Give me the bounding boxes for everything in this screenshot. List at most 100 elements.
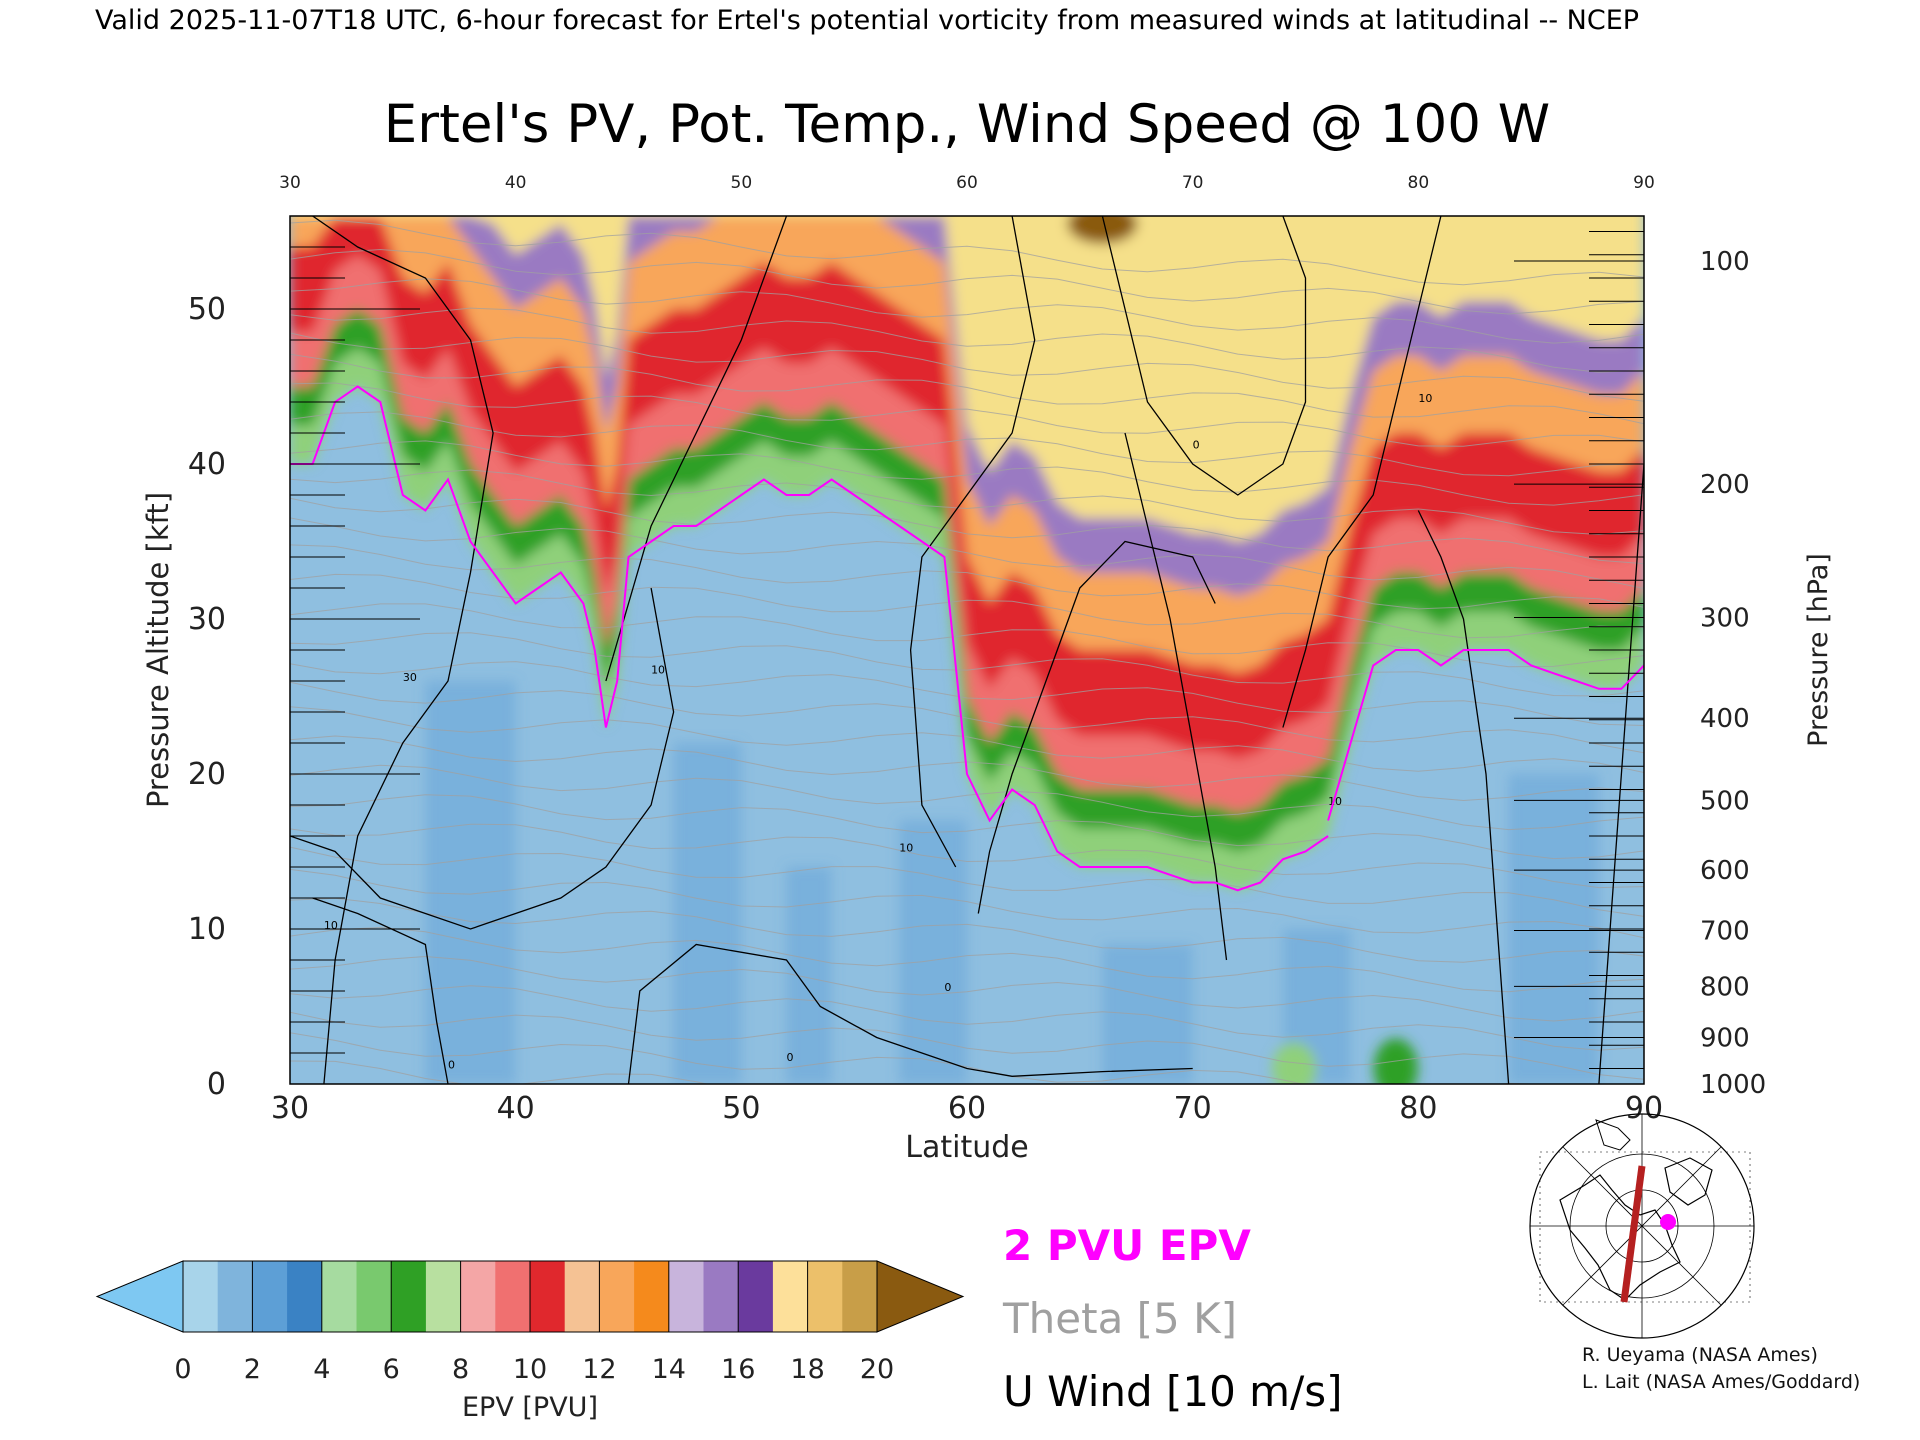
u-wind-line-9 (1417, 510, 1510, 1084)
theta-line-4 (290, 955, 1644, 1022)
x-tick-top-label-60: 60 (956, 173, 978, 193)
colorbar-label: EPV [PVU] (462, 1392, 598, 1423)
u-wind-label-4: 10 (651, 663, 665, 676)
colorbar-segment-16 (738, 1261, 774, 1332)
y-tick-label-30: 30 (188, 602, 226, 637)
u-wind-line-1 (312, 897, 449, 1084)
theta-line-22 (290, 469, 1644, 536)
theta-line-20 (290, 517, 1644, 589)
band-low-6 (1508, 774, 1599, 1084)
colorbar-tick-0: 0 (174, 1354, 191, 1385)
colorbar-segment-7 (425, 1261, 462, 1332)
inset-map (1529, 1113, 1755, 1339)
u-wind-line-6 (1101, 216, 1307, 496)
y-axis-right: 1000 900 800 700 600 500 400 300 200 100 (1514, 231, 1766, 1100)
band-surface-1 (1272, 1042, 1317, 1084)
u-wind-line-2 (627, 943, 1193, 1084)
u-wind-label-9: 10 (1418, 392, 1432, 405)
y-right-tick-label-800: 800 (1700, 972, 1750, 1002)
u-wind-line-11 (290, 587, 675, 930)
colorbar-segment-8 (460, 1261, 496, 1332)
colorbar-tick-14: 14 (652, 1354, 686, 1385)
u-wind-label-5: 30 (403, 671, 417, 684)
x-tick-label-50: 50 (722, 1091, 760, 1126)
x-tick-top-label-40: 40 (505, 173, 527, 193)
u-wind-label-7: 0 (1193, 439, 1200, 452)
x-axis-bottom: 30 40 50 60 70 80 90 (271, 1091, 1663, 1126)
theta-line-19 (290, 544, 1644, 610)
colorbar-segment-10 (530, 1261, 566, 1332)
band-top-brown (1067, 216, 1138, 244)
theta-line-25 (290, 382, 1644, 447)
theta-line-15 (290, 661, 1644, 726)
colorbar-segment-1 (217, 1261, 253, 1332)
colorbar-segment-11 (564, 1261, 600, 1332)
band-surface-2 (1373, 1038, 1418, 1084)
u-wind-line-8 (1282, 216, 1442, 728)
u-wind-line-4 (909, 216, 1036, 868)
theta-line-31 (290, 219, 1644, 286)
theta-line-5 (290, 926, 1644, 993)
y-right-tick-label-300: 300 (1700, 603, 1750, 633)
theta-line-1 (290, 1032, 1541, 1084)
theta-line-29 (290, 278, 1644, 344)
theta-line-23 (290, 440, 1644, 506)
colorbar-segment-12 (599, 1261, 635, 1332)
colorbar-tick-10: 10 (513, 1354, 547, 1385)
theta-line-13 (290, 706, 1644, 773)
theta-line-21 (290, 497, 1644, 565)
colorbar-segment-14 (668, 1261, 704, 1332)
colorbar-tick-8: 8 (452, 1354, 469, 1385)
colorbar-segment-4 (321, 1261, 357, 1332)
y-right-tick-label-100: 100 (1700, 247, 1750, 277)
colorbar-over-arrow (876, 1260, 965, 1333)
colorbar-tick-6: 6 (383, 1354, 400, 1385)
band-low-4 (1102, 944, 1193, 1084)
colorbar-tick-20: 20 (860, 1354, 894, 1385)
colorbar-segment-15 (703, 1261, 739, 1332)
colorbar-segment-5 (356, 1261, 392, 1332)
u-wind-label-2: 0 (786, 1051, 793, 1064)
band-low-1 (673, 743, 742, 1084)
band-low-3 (899, 820, 967, 1084)
theta-line-8 (290, 846, 1644, 917)
theta-line-24 (290, 411, 1644, 477)
y-right-tick-label-600: 600 (1700, 856, 1750, 886)
x-tick-top-label-90: 90 (1633, 173, 1655, 193)
two-pvu-line-east (1327, 649, 1644, 821)
u-wind-label-6: 10 (899, 842, 913, 855)
theta-line-28 (290, 307, 1644, 373)
y-axis-left-label: Pressure Altitude [kft] (141, 492, 175, 808)
x-tick-label-80: 80 (1399, 1091, 1437, 1126)
u-wind-label-3: 0 (944, 981, 951, 994)
x-tick-label-40: 40 (497, 1091, 535, 1126)
plot-area: 10 0 0 0 10 30 10 0 10 10 (290, 216, 1644, 1084)
u-wind-line-0 (312, 216, 494, 1084)
x-tick-top-label-50: 50 (731, 173, 753, 193)
credits: R. Ueyama (NASA Ames) L. Lait (NASA Ames… (1582, 1342, 1860, 1396)
colorbar-tick-4: 4 (313, 1354, 330, 1385)
y-axis-left: 0 10 20 30 40 50 (188, 215, 420, 1102)
y-right-tick-label-700: 700 (1700, 917, 1750, 947)
two-pvu-line-west (290, 385, 1329, 892)
u-wind-line-5 (977, 540, 1216, 914)
theta-line-18 (290, 573, 1644, 639)
theta-line-6 (290, 897, 1644, 963)
theta-line-10 (290, 794, 1644, 860)
x-tick-top-label-80: 80 (1408, 173, 1430, 193)
valid-time-header: Valid 2025-11-07T18 UTC, 6-hour forecast… (95, 5, 1639, 36)
theta-line-14 (290, 681, 1644, 754)
credit-line-2: L. Lait (NASA Ames/Goddard) (1582, 1371, 1861, 1393)
y-tick-label-20: 20 (188, 757, 226, 792)
legend-pvu: 2 PVU EPV (1003, 1221, 1251, 1270)
theta-line-27 (290, 332, 1644, 402)
colorbar-segment-3 (287, 1261, 323, 1332)
theta-line-30 (290, 248, 1644, 315)
chart-title: Ertel's PV, Pot. Temp., Wind Speed @ 100… (384, 94, 1550, 155)
x-axis-top: 30 40 50 60 70 80 90 (279, 173, 1655, 193)
y-tick-label-40: 40 (188, 447, 226, 482)
x-tick-label-90: 90 (1625, 1091, 1663, 1126)
colorbar-segment-19 (842, 1261, 878, 1332)
legend-theta: Theta [5 K] (1002, 1294, 1237, 1343)
